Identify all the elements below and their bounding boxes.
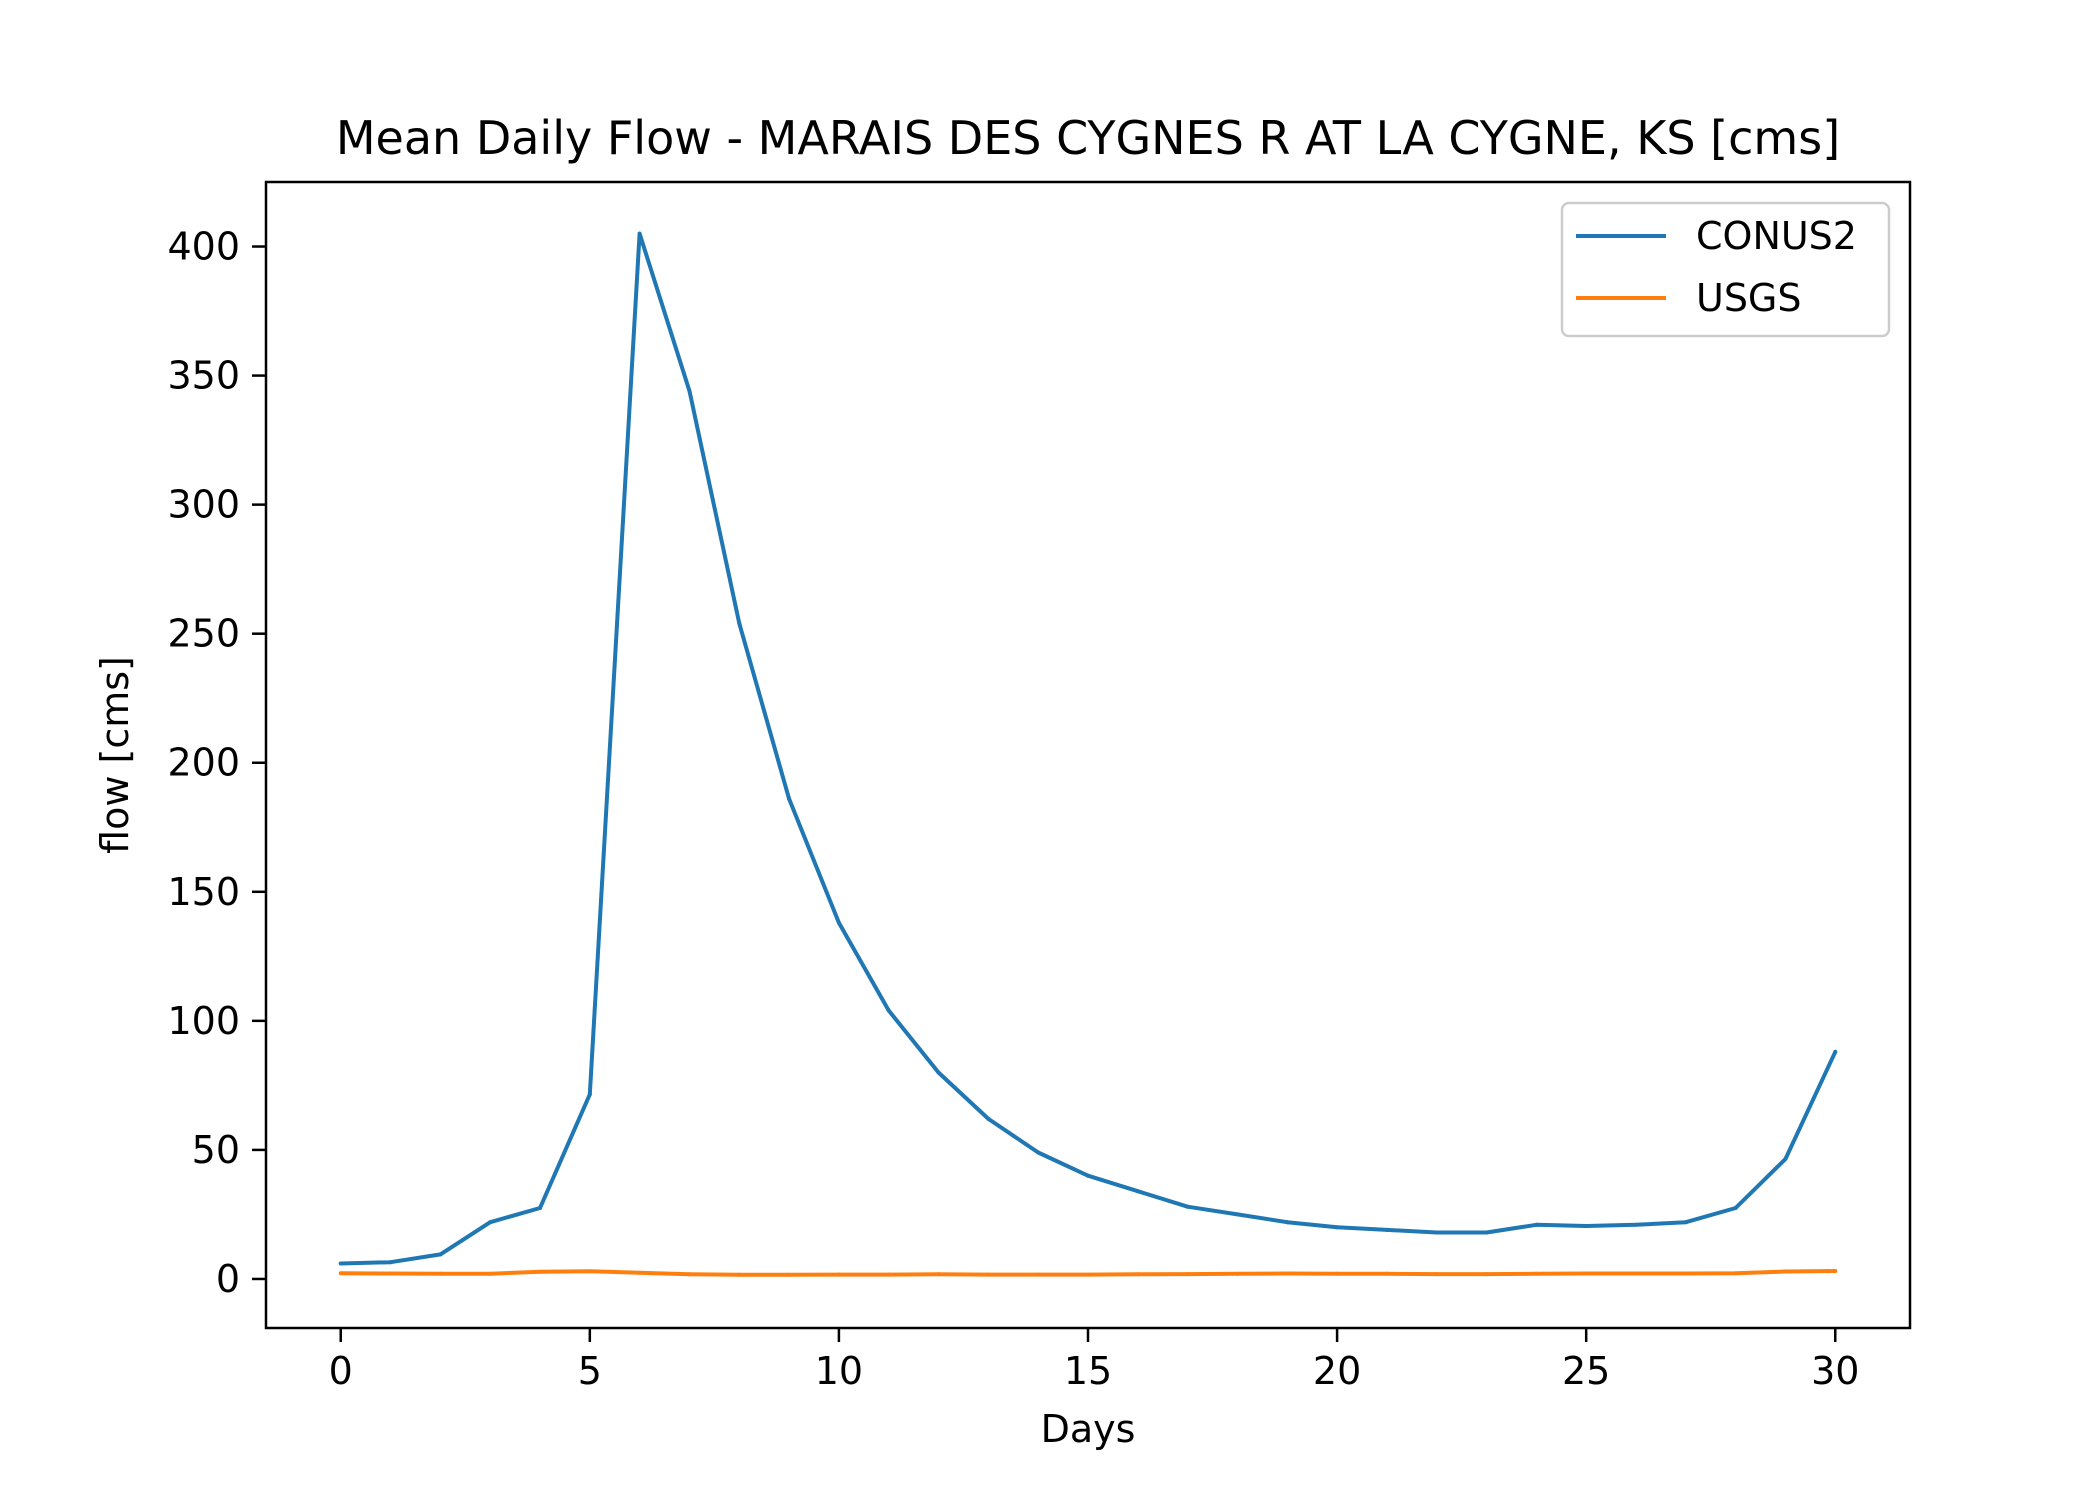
data-point-conus2 xyxy=(1683,1220,1688,1225)
data-point-usgs xyxy=(1584,1271,1589,1276)
data-point-usgs xyxy=(1833,1269,1838,1273)
data-point-conus2 xyxy=(1185,1204,1190,1209)
data-point-conus2 xyxy=(1335,1225,1340,1230)
y-tick-label: 400 xyxy=(167,225,240,269)
y-tick-label: 0 xyxy=(216,1257,240,1301)
data-point-usgs xyxy=(1235,1271,1240,1276)
data-point-usgs xyxy=(1135,1272,1140,1277)
y-tick-label: 50 xyxy=(192,1128,240,1172)
data-point-usgs xyxy=(1434,1272,1439,1277)
x-tick-label: 5 xyxy=(578,1349,602,1393)
data-point-usgs xyxy=(338,1271,343,1276)
y-tick-label: 350 xyxy=(167,354,240,398)
data-point-usgs xyxy=(986,1272,991,1277)
data-point-usgs xyxy=(388,1271,393,1276)
data-point-conus2 xyxy=(1086,1173,1090,1178)
y-axis: 0 50 100 150 200 250 300 350 400 xyxy=(167,225,266,1301)
legend-label-usgs: USGS xyxy=(1696,276,1802,320)
data-point-usgs xyxy=(1683,1271,1688,1276)
data-point-conus2 xyxy=(1384,1227,1389,1232)
data-point-usgs xyxy=(1036,1272,1041,1277)
data-point-usgs xyxy=(1733,1271,1738,1276)
x-tick-label: 15 xyxy=(1064,1349,1112,1393)
x-tick-label: 10 xyxy=(815,1349,863,1393)
data-point-conus2 xyxy=(1036,1150,1041,1155)
data-point-usgs xyxy=(1783,1269,1788,1274)
data-point-conus2 xyxy=(388,1260,393,1265)
data-point-usgs xyxy=(1185,1272,1190,1277)
data-point-conus2 xyxy=(488,1220,493,1225)
data-point-usgs xyxy=(538,1269,542,1274)
plot-area xyxy=(266,182,1910,1328)
x-axis: 0 5 10 15 20 25 30 xyxy=(329,1328,1859,1393)
data-point-conus2 xyxy=(886,1008,891,1013)
data-point-usgs xyxy=(1086,1272,1090,1277)
x-tick-label: 25 xyxy=(1562,1349,1610,1393)
y-tick-label: 300 xyxy=(167,483,240,527)
data-point-usgs xyxy=(1384,1271,1389,1276)
data-point-conus2 xyxy=(737,621,742,626)
x-tick-label: 30 xyxy=(1811,1349,1859,1393)
data-point-conus2 xyxy=(687,389,692,394)
y-tick-label: 100 xyxy=(167,999,240,1043)
data-point-usgs xyxy=(637,1270,642,1275)
data-point-conus2 xyxy=(538,1206,542,1210)
data-point-conus2 xyxy=(637,231,642,236)
data-point-usgs xyxy=(936,1272,941,1277)
data-point-conus2 xyxy=(836,920,841,925)
data-point-usgs xyxy=(1335,1271,1340,1276)
data-point-conus2 xyxy=(1434,1230,1439,1235)
data-point-conus2 xyxy=(1584,1224,1589,1228)
series-usgs xyxy=(338,1269,1838,1277)
data-point-conus2 xyxy=(936,1070,941,1075)
data-point-conus2 xyxy=(787,796,792,801)
data-point-usgs xyxy=(1484,1272,1489,1277)
y-tick-label: 150 xyxy=(167,870,240,914)
data-point-usgs xyxy=(1285,1271,1290,1276)
data-point-conus2 xyxy=(1285,1220,1290,1225)
data-point-usgs xyxy=(687,1272,692,1277)
data-point-conus2 xyxy=(438,1252,443,1257)
data-point-usgs xyxy=(787,1272,792,1277)
chart-title: Mean Daily Flow - MARAIS DES CYGNES R AT… xyxy=(336,111,1840,165)
x-axis-label: Days xyxy=(1041,1407,1136,1451)
legend-label-conus2: CONUS2 xyxy=(1696,214,1857,258)
data-point-conus2 xyxy=(1534,1222,1539,1227)
data-point-conus2 xyxy=(1733,1206,1738,1210)
data-point-conus2 xyxy=(1135,1189,1140,1194)
series-conus2 xyxy=(338,231,1838,1266)
data-point-conus2 xyxy=(1783,1156,1788,1161)
data-point-usgs xyxy=(488,1271,493,1276)
y-tick-label: 200 xyxy=(167,741,240,785)
data-point-usgs xyxy=(886,1272,891,1277)
y-tick-label: 250 xyxy=(167,612,240,656)
data-point-conus2 xyxy=(338,1261,343,1266)
data-point-conus2 xyxy=(986,1116,991,1121)
data-point-usgs xyxy=(1534,1271,1539,1276)
data-point-usgs xyxy=(587,1269,592,1274)
y-axis-label: flow [cms] xyxy=(93,656,137,854)
data-point-usgs xyxy=(737,1272,742,1277)
data-point-conus2 xyxy=(587,1092,592,1097)
x-tick-label: 0 xyxy=(329,1349,353,1393)
data-point-usgs xyxy=(1634,1271,1638,1276)
data-point-conus2 xyxy=(1634,1222,1638,1227)
legend: CONUS2 USGS xyxy=(1560,201,1891,338)
data-point-usgs xyxy=(836,1272,841,1277)
data-point-conus2 xyxy=(1484,1230,1489,1235)
series-layer xyxy=(338,231,1838,1277)
data-point-usgs xyxy=(438,1271,443,1276)
data-point-conus2 xyxy=(1833,1049,1838,1054)
x-tick-label: 20 xyxy=(1313,1349,1361,1393)
data-point-conus2 xyxy=(1235,1212,1240,1217)
